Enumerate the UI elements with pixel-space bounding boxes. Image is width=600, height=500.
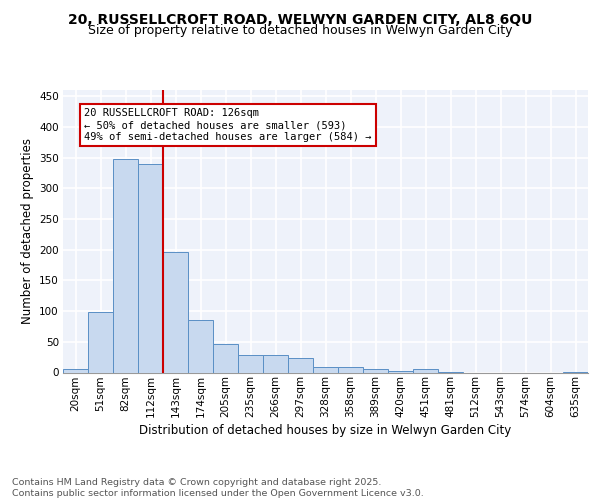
- Text: 20, RUSSELLCROFT ROAD, WELWYN GARDEN CITY, AL8 6QU: 20, RUSSELLCROFT ROAD, WELWYN GARDEN CIT…: [68, 12, 532, 26]
- Bar: [263, 356, 288, 372]
- Bar: [213, 344, 238, 372]
- Bar: [63, 370, 88, 372]
- Bar: [413, 370, 438, 372]
- Text: Size of property relative to detached houses in Welwyn Garden City: Size of property relative to detached ho…: [88, 24, 512, 37]
- Bar: [363, 370, 388, 372]
- Bar: [238, 354, 263, 372]
- Text: 20 RUSSELLCROFT ROAD: 126sqm
← 50% of detached houses are smaller (593)
49% of s: 20 RUSSELLCROFT ROAD: 126sqm ← 50% of de…: [84, 108, 372, 142]
- Bar: [288, 358, 313, 372]
- Bar: [338, 367, 363, 372]
- Y-axis label: Number of detached properties: Number of detached properties: [20, 138, 34, 324]
- Bar: [113, 160, 138, 372]
- X-axis label: Distribution of detached houses by size in Welwyn Garden City: Distribution of detached houses by size …: [139, 424, 512, 438]
- Bar: [138, 164, 163, 372]
- Bar: [88, 312, 113, 372]
- Bar: [188, 320, 213, 372]
- Bar: [163, 252, 188, 372]
- Text: Contains HM Land Registry data © Crown copyright and database right 2025.
Contai: Contains HM Land Registry data © Crown c…: [12, 478, 424, 498]
- Bar: [388, 370, 413, 372]
- Bar: [313, 367, 338, 372]
